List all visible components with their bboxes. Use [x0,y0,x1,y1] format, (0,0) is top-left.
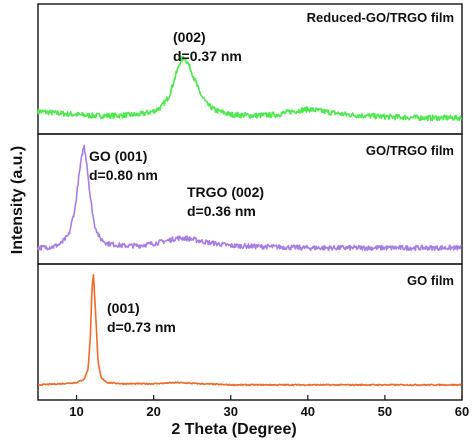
x-axis-label: 2 Theta (Degree) [171,421,296,438]
annotation-top-line2: d=0.37 nm [173,48,242,64]
series-line-2 [37,144,463,252]
series-line-1 [37,55,463,122]
panel-title-bottom: GO film [407,273,454,288]
x-tick-label-50: 50 [378,404,392,419]
annotation-middle-2-line2: d=0.36 nm [187,203,256,219]
annotation-middle-2-line1: TRGO (002) [187,184,264,200]
panel-title-middle: GO/TRGO film [366,143,454,158]
annotation-middle-1-line1: GO (001) [89,148,147,164]
annotation-middle-1-line2: d=0.80 nm [89,167,158,183]
x-tick-label-10: 10 [69,404,83,419]
annotation-top-line1: (002) [173,29,206,45]
annotation-bottom-line2: d=0.73 nm [107,319,176,335]
annotation-bottom-line1: (001) [107,300,140,316]
series-line-3 [37,274,463,387]
x-tick-label-30: 30 [223,404,237,419]
x-tick-label-40: 40 [301,404,315,419]
x-tick-label-60: 60 [455,404,469,419]
x-tick-label-20: 20 [146,404,160,419]
panel-frame-3 [37,263,463,401]
y-axis-label: Intensity (a.u.) [9,146,26,254]
panel-title-top: Reduced-GO/TRGO film [307,10,454,25]
